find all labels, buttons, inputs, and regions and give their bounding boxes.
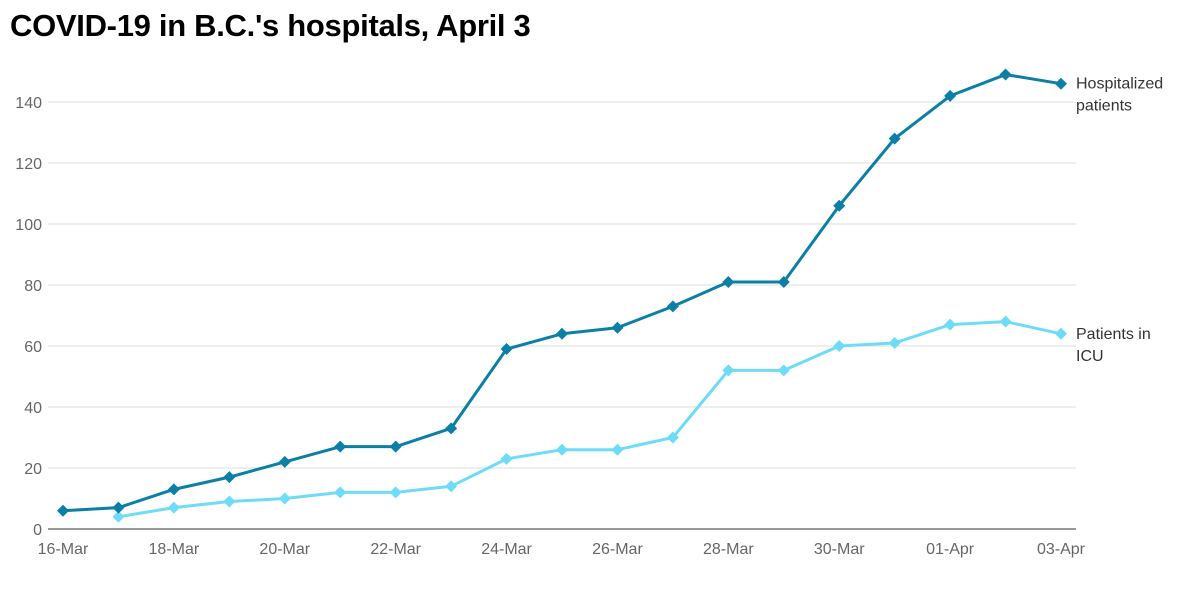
- data-point: [944, 89, 957, 102]
- data-point: [167, 483, 180, 496]
- data-point: [223, 471, 236, 484]
- y-tick-label: 40: [24, 400, 42, 417]
- y-tick-label: 60: [24, 339, 42, 356]
- data-point: [278, 492, 291, 505]
- data-point: [888, 132, 901, 145]
- y-tick-label: 140: [15, 95, 42, 112]
- series-group: [57, 68, 1067, 523]
- data-point: [445, 480, 458, 493]
- y-tick-label: 80: [24, 278, 42, 295]
- data-point: [722, 275, 735, 288]
- series-label: Hospitalized patients: [1076, 76, 1163, 115]
- x-axis-labels: 16-Mar 18-Mar 20-Mar 22-Mar 24-Mar 26-Mar 28-M…: [38, 541, 1086, 558]
- data-point: [334, 486, 347, 499]
- chart-title: COVID-19 in B.C.'s hospitals, April 3: [10, 8, 531, 43]
- data-point: [888, 336, 901, 349]
- data-point: [556, 327, 568, 340]
- series-line: [118, 320, 1062, 519]
- data-point: [556, 443, 568, 456]
- x-tick-label: 01-Apr: [926, 541, 975, 558]
- series-hospitalized-patients: [57, 68, 1067, 517]
- data-point: [167, 501, 180, 514]
- x-tick-label: 18-Mar: [149, 541, 200, 558]
- data-point: [666, 431, 679, 444]
- series-patients-in-icu: [112, 315, 1067, 523]
- data-point: [777, 275, 790, 288]
- data-point: [777, 364, 790, 377]
- data-point: [666, 300, 679, 313]
- data-point: [278, 455, 291, 468]
- series-labels: Patients in ICU Hospitalized patients: [1076, 76, 1163, 365]
- data-point: [944, 318, 957, 331]
- x-tick-label: 30-Mar: [814, 541, 865, 558]
- y-tick-label: 120: [15, 156, 42, 173]
- data-point: [112, 510, 125, 523]
- data-point: [334, 440, 347, 453]
- data-point: [500, 452, 513, 465]
- x-tick-label: 22-Mar: [370, 541, 421, 558]
- gridlines: [48, 101, 1076, 530]
- data-point: [722, 364, 735, 377]
- x-tick-label: 24-Mar: [481, 541, 532, 558]
- data-point: [833, 340, 846, 352]
- data-point: [223, 495, 236, 508]
- x-tick-label: 20-Mar: [259, 541, 310, 558]
- data-point: [1055, 77, 1067, 90]
- x-tick-label: 03-Apr: [1037, 541, 1086, 558]
- data-point: [445, 422, 458, 435]
- data-point: [389, 440, 402, 453]
- data-point: [500, 343, 513, 356]
- x-tick-label: 28-Mar: [703, 541, 754, 558]
- y-tick-label: 0: [33, 522, 42, 539]
- data-point: [999, 68, 1012, 81]
- data-point: [112, 501, 125, 514]
- data-point: [611, 443, 624, 456]
- y-axis-labels: 0 20 40 60 80 100 120 140: [15, 95, 42, 539]
- data-point: [833, 199, 846, 212]
- data-point: [389, 486, 402, 499]
- data-point: [999, 315, 1012, 328]
- x-tick-label: 16-Mar: [38, 541, 89, 558]
- x-tick-label: 26-Mar: [592, 541, 643, 558]
- y-tick-label: 100: [15, 217, 42, 234]
- data-point: [611, 321, 624, 334]
- data-point: [57, 504, 69, 517]
- series-label: Patients in ICU: [1076, 326, 1151, 365]
- data-point: [1055, 327, 1067, 340]
- y-tick-label: 20: [24, 461, 42, 478]
